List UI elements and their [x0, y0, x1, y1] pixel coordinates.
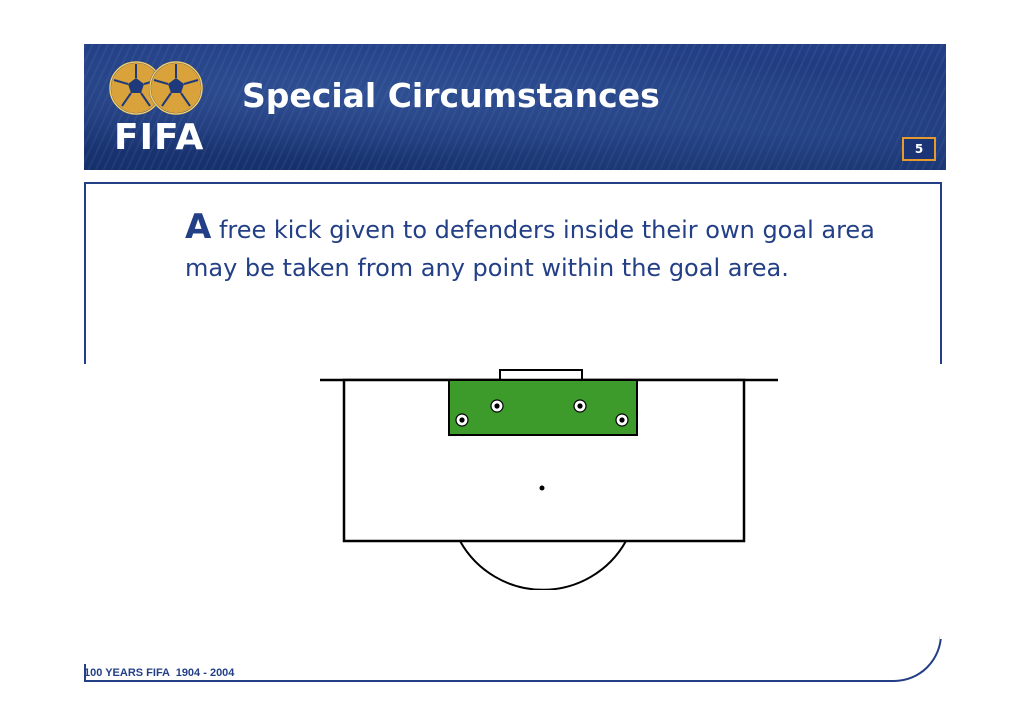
rule-text: A free kick given to defenders inside th… — [185, 208, 905, 287]
page-number-badge: 5 — [902, 137, 936, 161]
fifa-logo-icon — [109, 61, 203, 115]
drop-cap: A — [185, 207, 212, 247]
soccer-ball-icon — [490, 399, 504, 413]
frame-gap — [940, 364, 944, 639]
goal — [499, 369, 583, 381]
penalty-arc — [459, 540, 627, 590]
fifa-wordmark: FIFA — [114, 117, 205, 158]
goal-area — [448, 379, 638, 436]
penalty-spot — [539, 485, 545, 491]
slide-header: FIFA Special Circumstances 5 — [84, 44, 946, 170]
soccer-ball-icon — [615, 413, 629, 427]
frame-gap — [83, 364, 87, 664]
soccer-ball-icon — [455, 413, 469, 427]
soccer-ball-right — [149, 61, 203, 115]
penalty-area-diagram — [320, 369, 778, 590]
soccer-ball-icon — [573, 399, 587, 413]
rule-text-body: free kick given to defenders inside thei… — [185, 216, 875, 282]
footer-text: 100 YEARS FIFA 1904 - 2004 — [84, 667, 235, 679]
page-title: Special Circumstances — [242, 76, 660, 115]
